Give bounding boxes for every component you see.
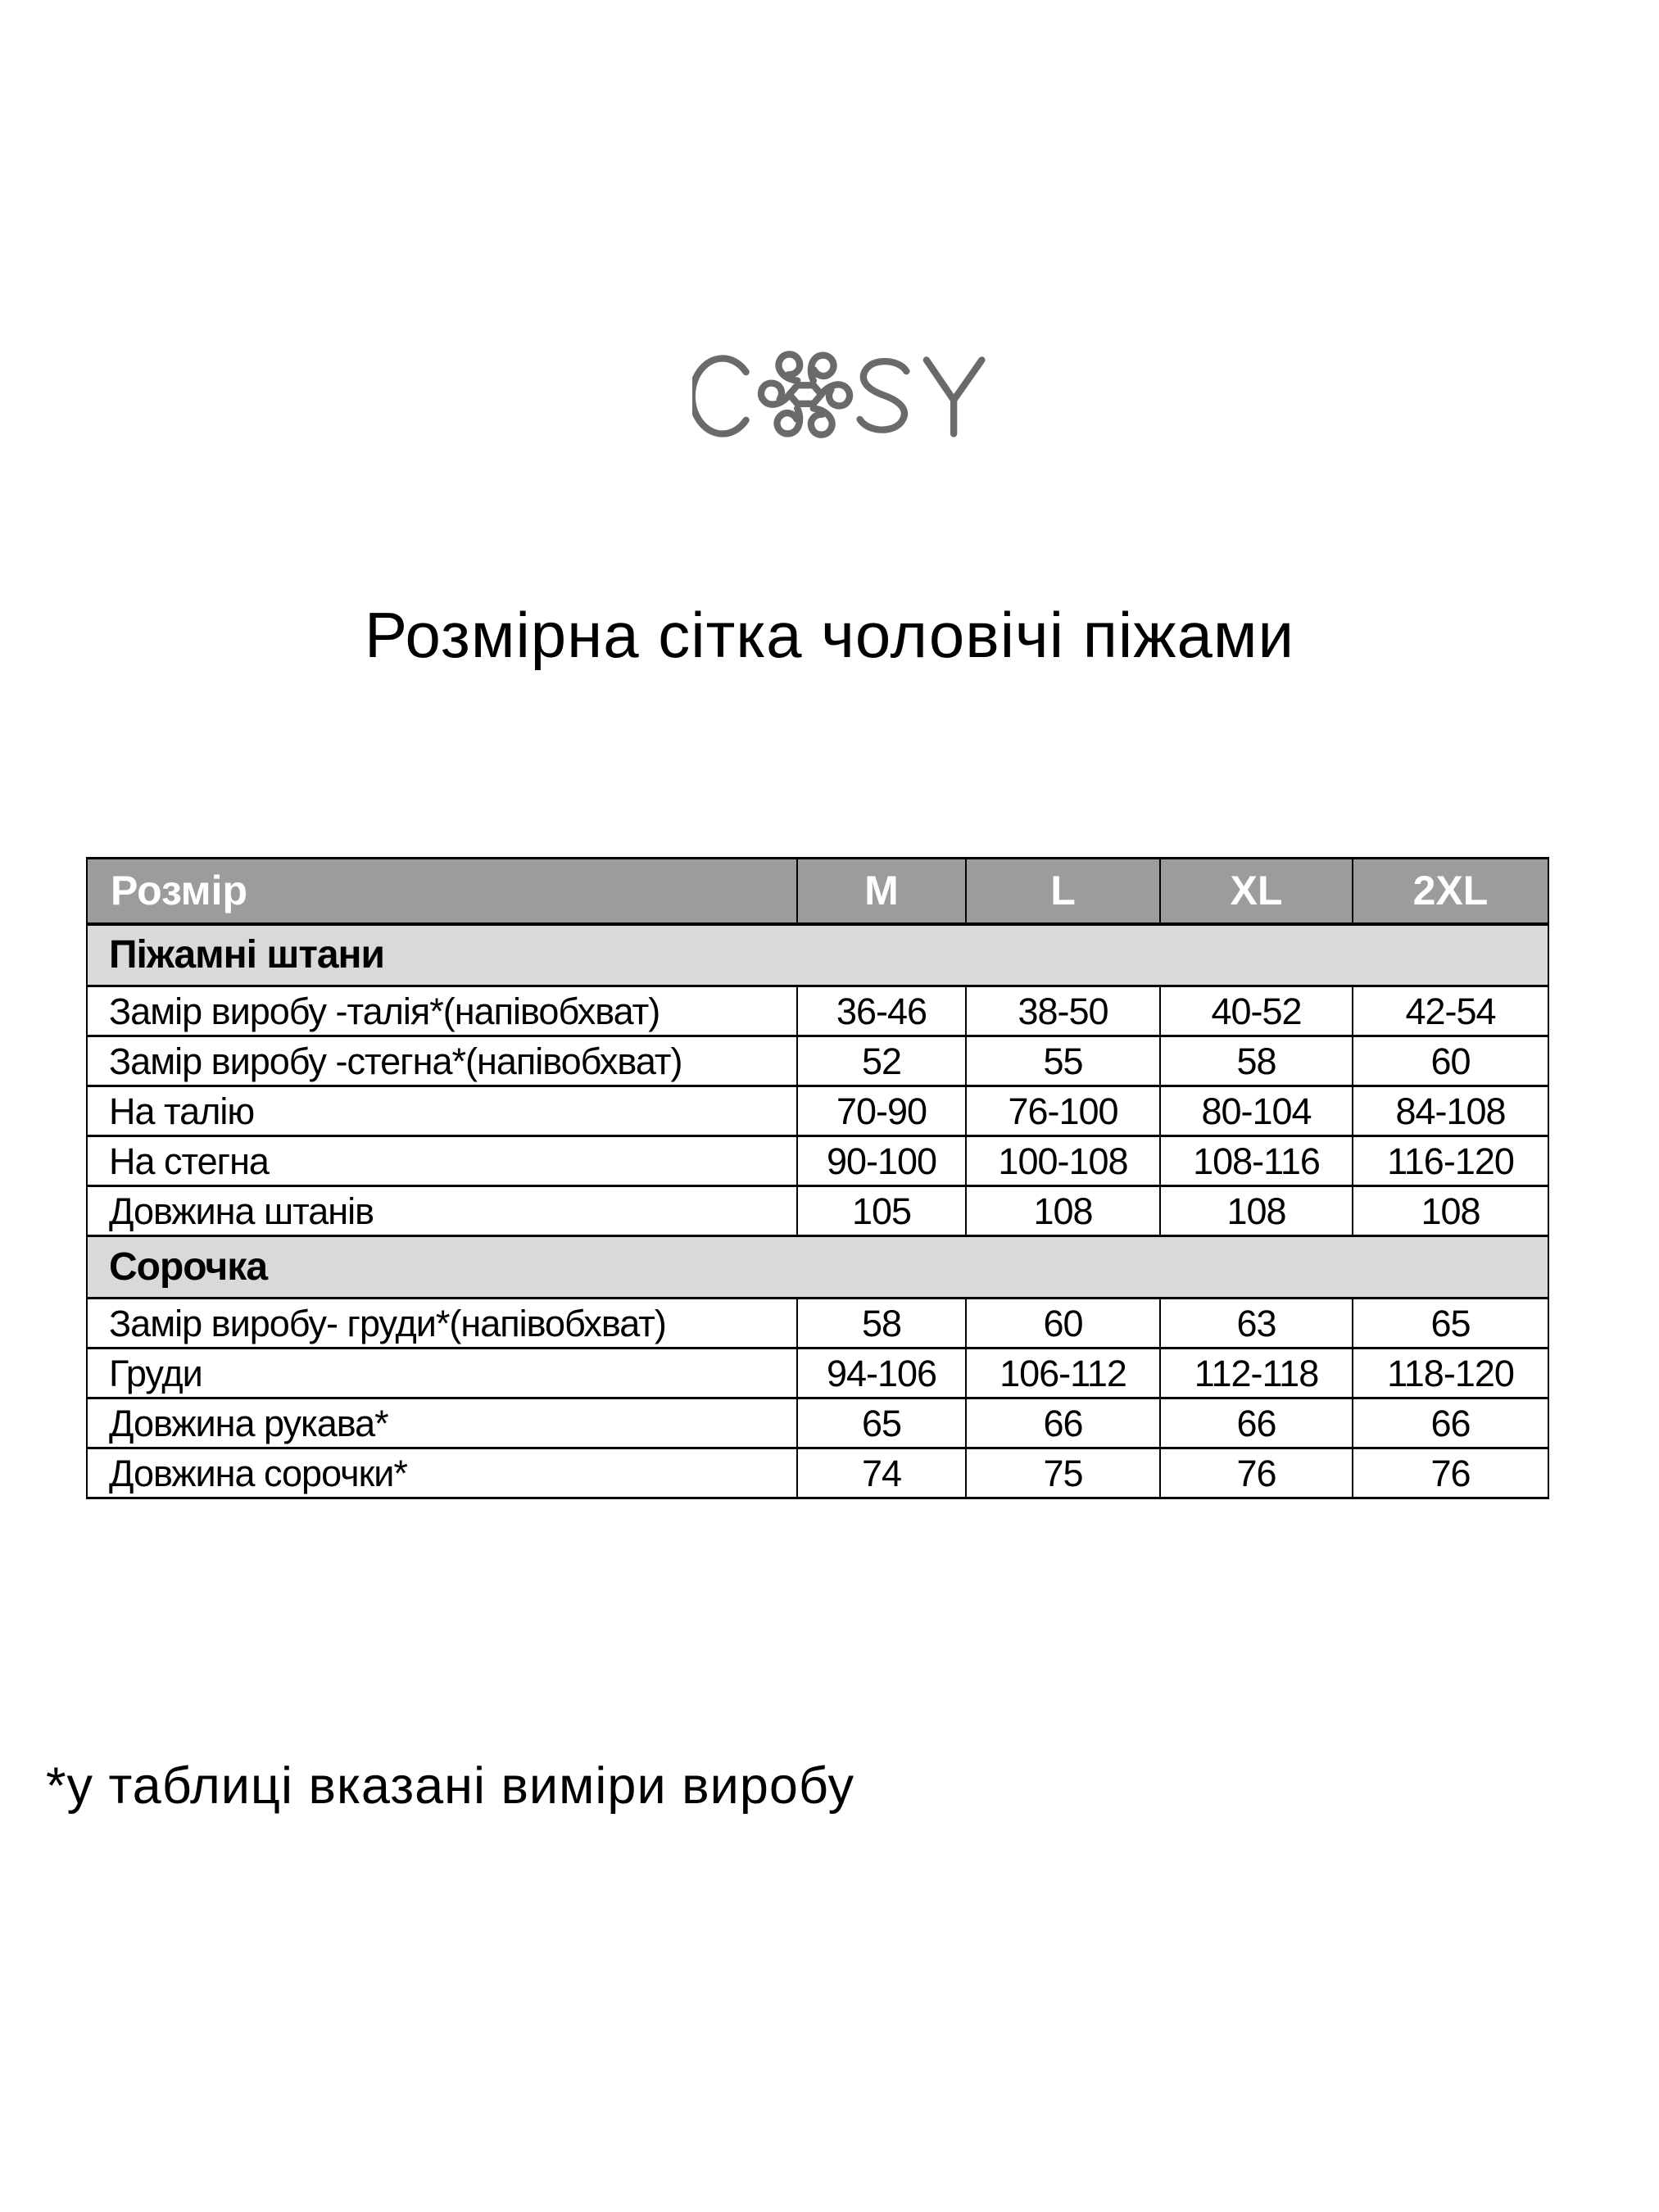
value-cell: 108: [965, 1185, 1161, 1237]
table-row: Замір виробу -стегна*(напівобхват) 52 55 58…: [86, 1035, 1549, 1087]
cosy-logo: [692, 334, 997, 457]
table-row: Замір виробу -талія*(напівобхват) 36-46 38…: [86, 985, 1549, 1037]
value-cell: 58: [796, 1297, 967, 1349]
section-title: Піжамні штани: [86, 922, 1549, 987]
table-row: Довжина сорочки* 74 75 76 76: [86, 1447, 1549, 1499]
flower-icon: [757, 351, 854, 438]
value-cell: 108-116: [1159, 1135, 1353, 1187]
logo-letter-c: [692, 355, 750, 437]
value-cell: 66: [1159, 1397, 1353, 1449]
row-label: На талію: [86, 1085, 798, 1137]
table-row: Довжина рукава* 65 66 66 66: [86, 1397, 1549, 1449]
value-cell: 74: [796, 1447, 967, 1499]
section-title: Сорочка: [86, 1235, 1549, 1299]
value-cell: 70-90: [796, 1085, 967, 1137]
row-label: Замір виробу -талія*(напівобхват): [86, 985, 798, 1037]
value-cell: 52: [796, 1035, 967, 1087]
value-cell: 112-118: [1159, 1347, 1353, 1399]
value-cell: 100-108: [965, 1135, 1161, 1187]
header-label-size: Розмір: [86, 857, 798, 926]
footnote: *у таблиці вказані виміри виробу: [46, 1757, 855, 1815]
value-cell: 106-112: [965, 1347, 1161, 1399]
value-cell: 84-108: [1352, 1085, 1549, 1137]
page-title: Розмірна сітка чоловічі піжами: [364, 599, 1295, 671]
size-header-xl: XL: [1159, 857, 1353, 926]
value-cell: 42-54: [1352, 985, 1549, 1037]
value-cell: 118-120: [1352, 1347, 1549, 1399]
value-cell: 40-52: [1159, 985, 1353, 1037]
value-cell: 60: [1352, 1035, 1549, 1087]
size-table: Розмір M L XL 2XL Піжамні штани Замір виробу…: [86, 857, 1549, 1499]
value-cell: 66: [965, 1397, 1161, 1449]
value-cell: 60: [965, 1297, 1161, 1349]
cosy-logo-svg: [692, 351, 986, 438]
table-row: На стегна 90-100 100-108 108-116 116-120: [86, 1135, 1549, 1187]
value-cell: 76: [1352, 1447, 1549, 1499]
row-label: Замір виробу- груди*(напівобхват): [86, 1297, 798, 1349]
row-label: На стегна: [86, 1135, 798, 1187]
size-header-2xl: 2XL: [1352, 857, 1549, 926]
size-header-m: M: [796, 857, 967, 926]
row-label: Довжина сорочки*: [86, 1447, 798, 1499]
value-cell: 76-100: [965, 1085, 1161, 1137]
table-row: Довжина штанів 105 108 108 108: [86, 1185, 1549, 1237]
value-cell: 90-100: [796, 1135, 967, 1187]
value-cell: 36-46: [796, 985, 967, 1037]
table-row: Груди 94-106 106-112 112-118 118-120: [86, 1347, 1549, 1399]
value-cell: 55: [965, 1035, 1161, 1087]
section-row: Сорочка: [86, 1235, 1549, 1299]
value-cell: 80-104: [1159, 1085, 1353, 1137]
size-table-body: Піжамні штани Замір виробу -талія*(напіво…: [86, 922, 1549, 1499]
logo-letter-y: [922, 356, 986, 437]
value-cell: 76: [1159, 1447, 1353, 1499]
value-cell: 66: [1352, 1397, 1549, 1449]
size-header-l: L: [965, 857, 1161, 926]
section-row: Піжамні штани: [86, 922, 1549, 987]
value-cell: 105: [796, 1185, 967, 1237]
table-row: На талію 70-90 76-100 80-104 84-108: [86, 1085, 1549, 1137]
row-label: Довжина рукава*: [86, 1397, 798, 1449]
value-cell: 65: [796, 1397, 967, 1449]
value-cell: 63: [1159, 1297, 1353, 1349]
logo-letter-s: [856, 358, 910, 433]
value-cell: 65: [1352, 1297, 1549, 1349]
value-cell: 58: [1159, 1035, 1353, 1087]
value-cell: 94-106: [796, 1347, 967, 1399]
value-cell: 38-50: [965, 985, 1161, 1037]
value-cell: 108: [1352, 1185, 1549, 1237]
value-cell: 108: [1159, 1185, 1353, 1237]
table-header-row: Розмір M L XL 2XL: [86, 857, 1549, 926]
row-label: Груди: [86, 1347, 798, 1399]
value-cell: 75: [965, 1447, 1161, 1499]
table-row: Замір виробу- груди*(напівобхват) 58 60 63 6…: [86, 1297, 1549, 1349]
row-label: Замір виробу -стегна*(напівобхват): [86, 1035, 798, 1087]
row-label: Довжина штанів: [86, 1185, 798, 1237]
value-cell: 116-120: [1352, 1135, 1549, 1187]
